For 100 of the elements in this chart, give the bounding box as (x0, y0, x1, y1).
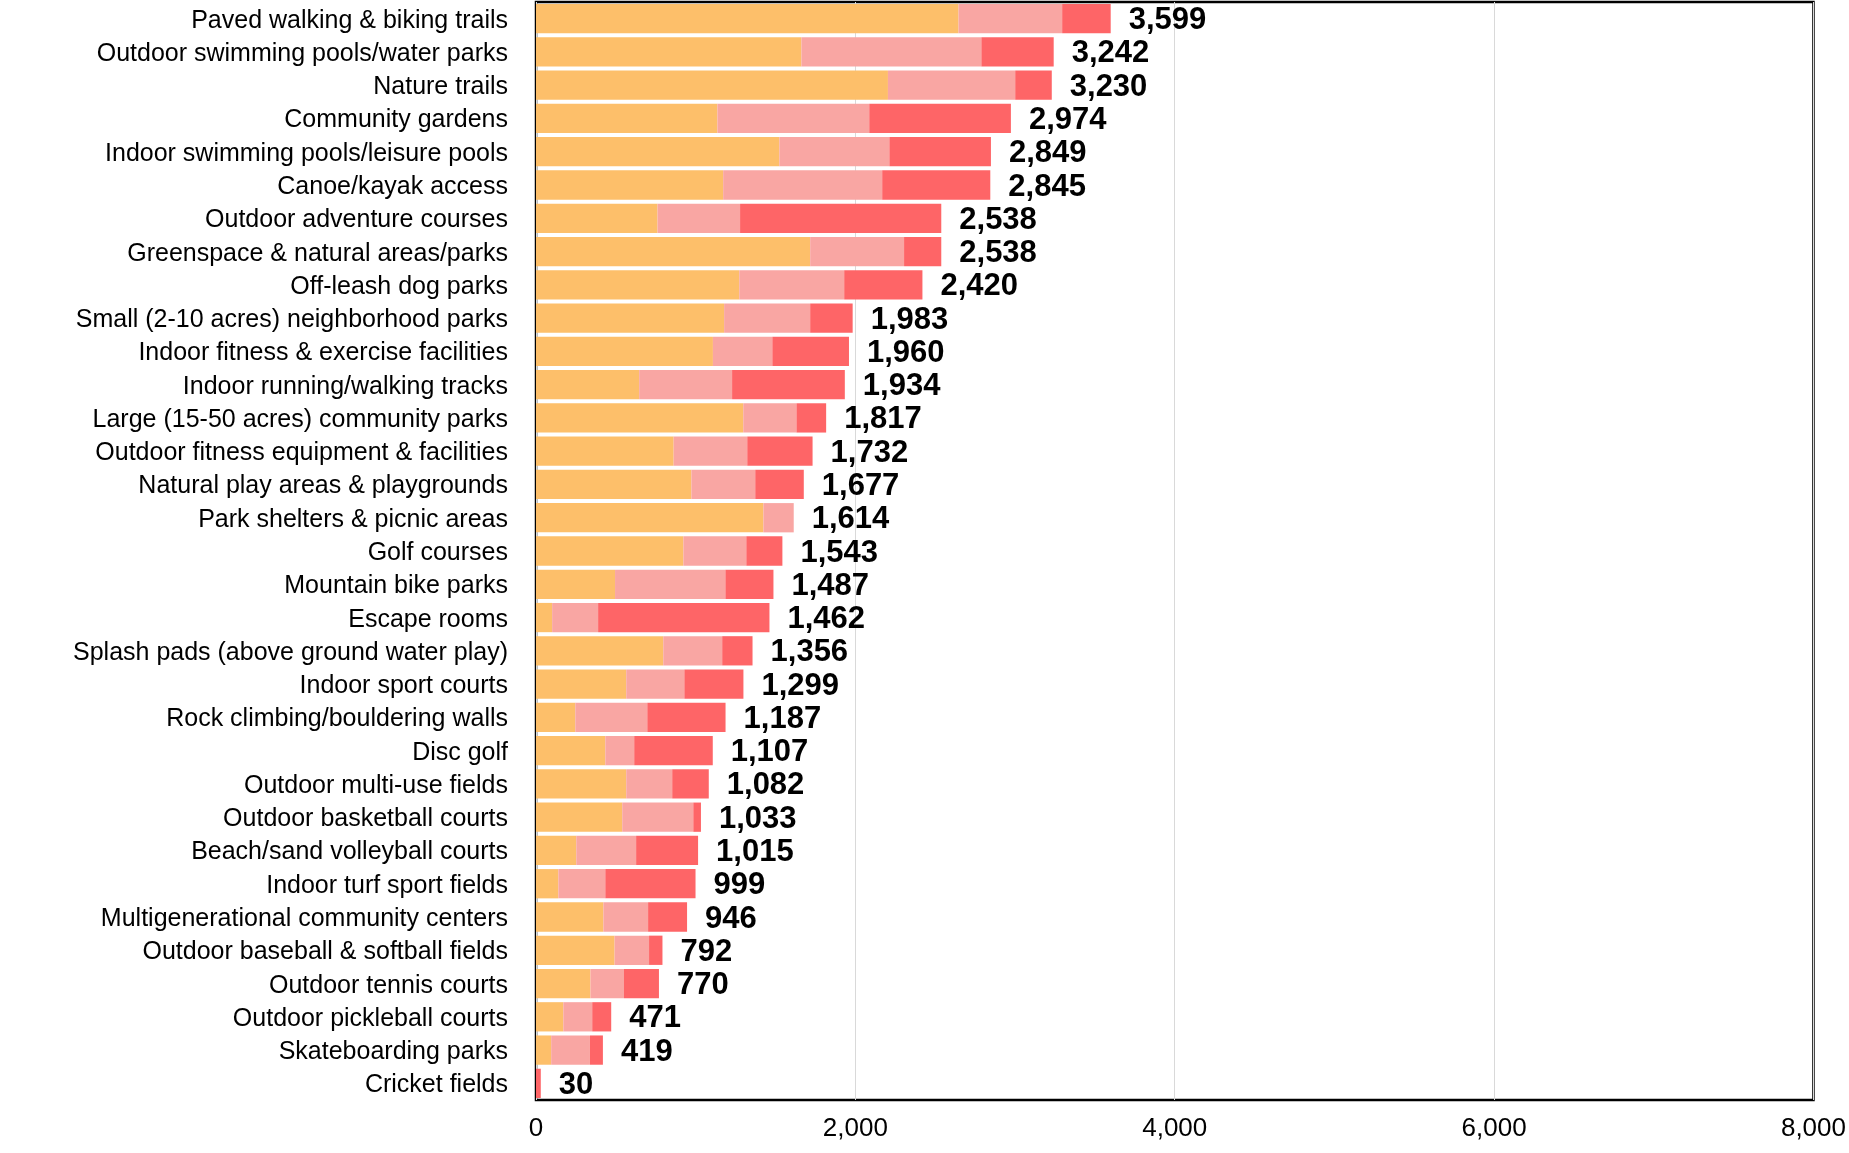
bar (722, 636, 753, 666)
bar (614, 935, 650, 965)
bar (634, 736, 713, 766)
bar (536, 103, 718, 134)
bar (576, 835, 637, 866)
y-tick-label: Canoe/kayak access (277, 171, 508, 199)
y-tick-label: Outdoor tennis courts (268, 969, 508, 998)
bar (536, 37, 802, 67)
total-label: 471 (629, 999, 681, 1035)
total-label: 1,817 (844, 400, 922, 436)
y-tick-label: Outdoor fitness equipment & facilities (95, 437, 508, 466)
bar (536, 170, 724, 200)
bar (649, 935, 663, 965)
bar (536, 4, 959, 34)
bar (739, 270, 845, 300)
x-tick-label: 0 (528, 1112, 544, 1142)
total-label: 946 (705, 899, 757, 935)
bar (904, 236, 942, 267)
y-tick-label: Rock climbing/bouldering walls (166, 703, 508, 732)
y-tick-label: Paved walking & biking trails (191, 4, 508, 33)
bar (536, 736, 606, 766)
bar (981, 37, 1054, 67)
bar (732, 370, 845, 400)
bar (536, 270, 740, 300)
bar (536, 669, 627, 699)
bar (810, 236, 905, 267)
bar (712, 336, 773, 366)
bar (723, 170, 883, 200)
bar (648, 902, 688, 932)
total-label: 1,487 (791, 566, 870, 602)
bar (536, 403, 744, 433)
bar (691, 469, 756, 500)
y-tick-label: Mountain bike parks (284, 570, 508, 599)
bar (657, 203, 741, 233)
y-tick-label: Small (2-10 acres) neighborhood parks (75, 304, 508, 333)
total-label: 2,974 (1028, 100, 1108, 136)
bar (605, 869, 696, 899)
bar (598, 602, 770, 633)
bar (869, 103, 1011, 134)
bar (673, 436, 748, 466)
y-tick-label: Indoor fitness & exercise facilities (138, 337, 508, 366)
bar (552, 602, 599, 633)
total-label: 3,230 (1069, 67, 1148, 103)
y-tick-label: Outdoor basketball courts (223, 803, 508, 832)
bar (801, 37, 982, 67)
total-label: 419 (620, 1032, 673, 1068)
bar (536, 303, 725, 333)
bar (536, 602, 553, 633)
y-tick-label: Large (15-50 acres) community parks (92, 403, 508, 432)
bar (647, 702, 726, 732)
bar (958, 4, 1063, 34)
bar (717, 103, 870, 134)
bar (626, 669, 685, 699)
y-tick-label: Indoor turf sport fields (266, 869, 508, 898)
y-tick-label: Indoor sport courts (299, 670, 508, 699)
bar (536, 469, 692, 500)
total-label: 2,420 (940, 267, 1019, 303)
total-label: 999 (713, 866, 766, 902)
bar (536, 702, 576, 732)
bar (536, 869, 559, 899)
bar (672, 769, 709, 799)
bar (796, 403, 827, 433)
total-label: 1,462 (787, 600, 866, 636)
bar (536, 436, 674, 466)
bar (536, 968, 591, 999)
bar (743, 403, 797, 433)
x-tick-label: 6,000 (1461, 1112, 1527, 1142)
total-label: 1,107 (730, 733, 809, 769)
bar (536, 370, 640, 400)
total-label: 1,356 (770, 633, 849, 669)
y-tick-label: Escape rooms (348, 603, 508, 632)
bar (590, 968, 624, 999)
y-tick-label: Splash pads (above ground water play) (73, 636, 508, 665)
total-label: 1,015 (716, 832, 794, 868)
bar (536, 636, 664, 666)
total-label: 3,599 (1128, 1, 1207, 37)
x-tick-label: 8,000 (1780, 1112, 1847, 1142)
total-label: 1,299 (761, 666, 840, 702)
y-tick-label: Natural play areas & playgrounds (138, 470, 508, 499)
bar (663, 636, 723, 666)
bar (536, 935, 615, 965)
bar (592, 1002, 612, 1032)
bar (844, 270, 923, 300)
bar (810, 303, 853, 333)
y-tick-label: Skateboarding parks (278, 1036, 508, 1065)
total-label: 3,242 (1071, 34, 1150, 70)
total-label: 1,983 (870, 300, 949, 336)
total-label: 1,082 (726, 766, 805, 802)
y-tick-label: Nature trails (373, 71, 508, 100)
bar (536, 802, 623, 832)
y-tick-label: Golf courses (367, 537, 508, 565)
total-label: 2,538 (959, 200, 1037, 236)
bar (536, 569, 616, 599)
bar (605, 736, 635, 766)
bar (536, 835, 577, 866)
total-label: 1,934 (862, 367, 942, 403)
bar (887, 70, 1016, 100)
x-tick-label: 2,000 (822, 1112, 888, 1142)
bar (622, 802, 694, 832)
bar (536, 336, 713, 366)
